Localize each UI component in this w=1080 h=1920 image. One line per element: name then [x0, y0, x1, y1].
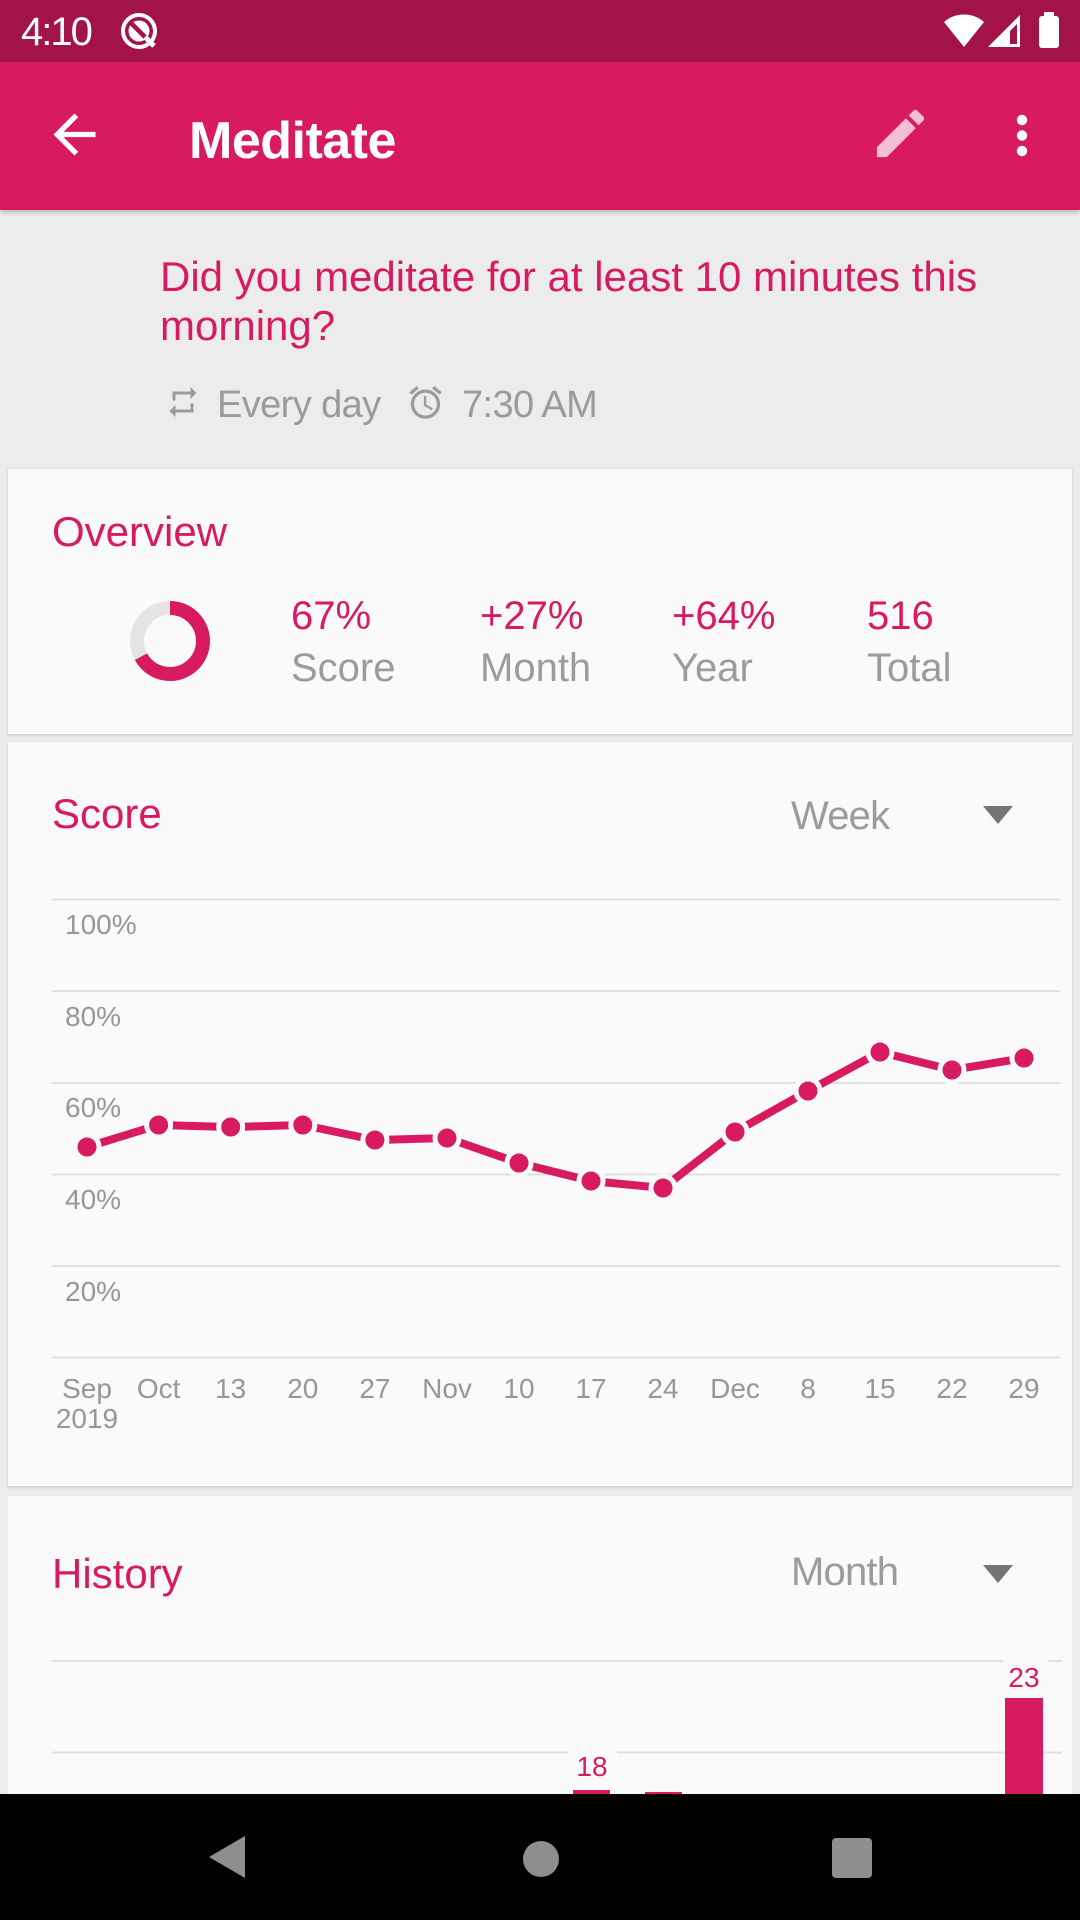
- svg-text:60%: 60%: [65, 1092, 121, 1123]
- svg-text:Oct: Oct: [137, 1373, 181, 1404]
- svg-text:20%: 20%: [65, 1276, 121, 1307]
- svg-text:23: 23: [1008, 1662, 1039, 1693]
- svg-text:100%: 100%: [65, 909, 137, 940]
- svg-text:15: 15: [864, 1373, 895, 1404]
- svg-text:10: 10: [503, 1373, 534, 1404]
- svg-text:27: 27: [359, 1373, 390, 1404]
- svg-text:24: 24: [647, 1373, 678, 1404]
- svg-text:18: 18: [576, 1751, 607, 1782]
- svg-text:22: 22: [936, 1373, 967, 1404]
- svg-text:2019: 2019: [56, 1403, 118, 1434]
- svg-text:80%: 80%: [65, 1001, 121, 1032]
- svg-text:8: 8: [800, 1373, 816, 1404]
- svg-text:Sep: Sep: [62, 1373, 112, 1404]
- svg-text:17: 17: [575, 1373, 606, 1404]
- svg-text:20: 20: [287, 1373, 318, 1404]
- svg-text:Nov: Nov: [422, 1373, 472, 1404]
- svg-text:29: 29: [1008, 1373, 1039, 1404]
- svg-text:40%: 40%: [65, 1184, 121, 1215]
- svg-text:13: 13: [215, 1373, 246, 1404]
- svg-text:Dec: Dec: [710, 1373, 760, 1404]
